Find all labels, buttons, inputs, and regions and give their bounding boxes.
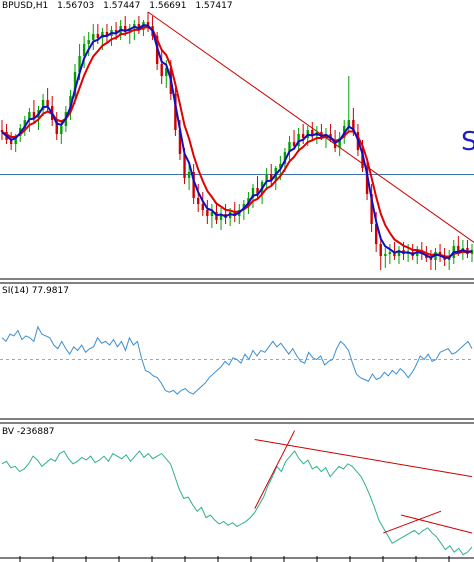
candle-body [333, 140, 337, 148]
candle-body [165, 68, 168, 76]
candle-body [187, 172, 191, 178]
candle-body [219, 214, 223, 220]
close-value: 1.57417 [195, 1, 232, 11]
candle-body [206, 210, 209, 216]
candle-body [447, 258, 451, 260]
price-panel [0, 11, 474, 270]
obv-trendline [383, 510, 442, 534]
candle-body [41, 100, 45, 110]
price-header: BPUSD,H1 1.56703 1.57447 1.56691 1.57417 [2, 1, 233, 11]
candle-body [201, 204, 204, 210]
candle-body [374, 224, 378, 244]
open-value: 1.56703 [57, 1, 94, 11]
candle-body [384, 254, 387, 256]
candle-body [160, 64, 163, 76]
candle-body [292, 142, 296, 146]
candle-body [78, 56, 81, 72]
symbol-label: BPUSD,H1 [2, 1, 48, 11]
candle-body [46, 100, 49, 106]
obv-panel [1, 430, 473, 556]
candle-body [137, 24, 141, 30]
candle-body [73, 72, 77, 96]
candle-body [370, 194, 373, 224]
candle-body [361, 150, 364, 168]
obv-label: BV -236887 [2, 427, 55, 437]
candle-body [301, 134, 305, 138]
candle-body [429, 258, 433, 260]
candle-body [9, 140, 13, 144]
candle-body [397, 250, 401, 256]
candle-body [32, 112, 36, 118]
candle-body [183, 154, 186, 178]
candle-body [96, 34, 100, 38]
candle-body [55, 120, 58, 134]
candle-body [388, 252, 392, 254]
candle-body [0, 130, 4, 132]
candle-body [338, 138, 341, 148]
candle-body [114, 30, 118, 34]
candle-body [288, 142, 291, 152]
low-value: 1.56691 [149, 1, 186, 11]
candle-body [178, 130, 182, 154]
rsi-line [1, 325, 473, 395]
candle-body [146, 22, 150, 26]
candle-body [311, 130, 314, 136]
candle-body [23, 120, 27, 128]
fast-ma-line [1, 24, 473, 259]
candle-body [270, 174, 273, 180]
candle-body [256, 188, 259, 194]
candle-body [28, 112, 31, 120]
candle-body [265, 174, 268, 182]
candle-body [14, 136, 17, 144]
candle-body [365, 168, 369, 194]
candle-body [352, 120, 355, 132]
candle-body [297, 134, 300, 146]
candle-body [279, 164, 282, 168]
candle-body [251, 188, 255, 198]
candle-body [283, 152, 287, 164]
candle-body [457, 246, 460, 252]
obv-trendline [400, 514, 473, 534]
candle-body [124, 26, 127, 32]
slow-ma-line [1, 26, 473, 258]
side-label: S [461, 127, 474, 157]
candle-body [192, 172, 195, 198]
candle-body [379, 244, 382, 256]
rsi-label: SI(14) 77.9817 [2, 286, 69, 296]
obv-line [1, 450, 473, 556]
candle-body [92, 34, 95, 40]
candle-body [210, 212, 214, 216]
candle-body [347, 120, 350, 126]
high-value: 1.57447 [103, 1, 140, 11]
candle-body [393, 252, 396, 256]
obv-trendline [254, 430, 296, 509]
candle-body [247, 198, 250, 204]
candle-body [174, 94, 177, 130]
obv-trendline [254, 439, 473, 478]
candle-body [87, 40, 90, 44]
candle-body [105, 32, 109, 36]
candle-body [197, 198, 200, 204]
candle-body [82, 44, 86, 56]
rsi-panel [0, 325, 474, 395]
candle-body [60, 126, 63, 134]
